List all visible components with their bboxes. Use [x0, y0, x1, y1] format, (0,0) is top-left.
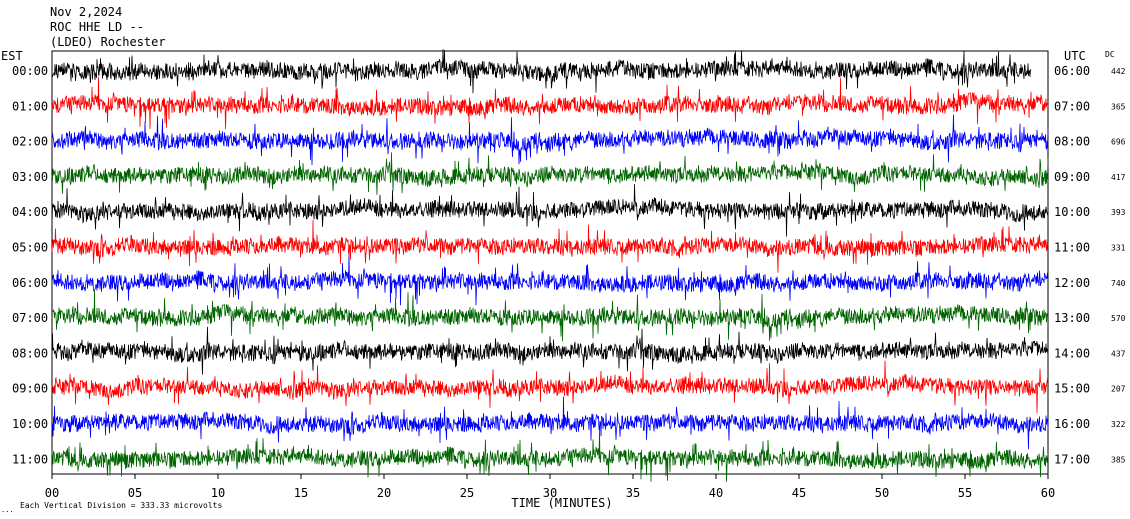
x-tick-label: 25 — [460, 486, 474, 500]
left-hour-label: 08:00 — [12, 346, 48, 360]
trace-row-6 — [51, 252, 1049, 306]
right-hour-label: 12:00 — [1054, 276, 1090, 290]
left-hour-label: 10:00 — [12, 417, 48, 431]
dc-offset-label: 696 — [1111, 138, 1126, 147]
left-hour-label: 01:00 — [12, 99, 48, 113]
right-hour-label: 16:00 — [1054, 417, 1090, 431]
dc-offset-label: 322 — [1111, 420, 1126, 429]
x-tick-label: 35 — [626, 486, 640, 500]
trace-row-2 — [51, 114, 1049, 166]
trace-row-9 — [51, 360, 1049, 414]
x-axis-title: TIME (MINUTES) — [511, 496, 612, 510]
left-hour-labels: 00:00 01:00 02:00 03:00 04:00 05:00 06:00 07:00… — [12, 64, 48, 466]
header-channel: ROC HHE LD -- — [50, 20, 144, 34]
left-hour-label: 02:00 — [12, 135, 48, 149]
trace-row-10 — [51, 396, 1049, 450]
right-hour-label: 15:00 — [1054, 382, 1090, 396]
left-hour-label: 11:00 — [12, 452, 48, 466]
trace-row-5 — [51, 220, 1049, 273]
x-tick-label: 20 — [377, 486, 391, 500]
x-tick-label: 30 — [543, 486, 557, 500]
footer-corner-mark: ... — [1, 506, 14, 514]
trace-row-3 — [51, 152, 1049, 195]
trace-row-8 — [51, 326, 1049, 375]
left-hour-label: 00:00 — [12, 64, 48, 78]
dc-offset-label: 740 — [1111, 279, 1126, 288]
right-hour-label: 13:00 — [1054, 311, 1090, 325]
dc-offset-label: 207 — [1111, 385, 1126, 394]
right-hour-labels: 06:00 07:00 08:00 09:00 10:00 11:00 12:00 13:00… — [1054, 64, 1090, 466]
right-hour-label: 07:00 — [1054, 99, 1090, 113]
left-hour-label: 05:00 — [12, 241, 48, 255]
trace-row-4 — [51, 184, 1049, 237]
trace-row-1 — [51, 76, 1049, 130]
dc-offset-label: 393 — [1111, 208, 1126, 217]
left-hour-label: 07:00 — [12, 311, 48, 325]
x-tick-label: 45 — [792, 486, 806, 500]
dc-offset-label: 365 — [1111, 102, 1126, 111]
dc-offset-label: 417 — [1111, 173, 1126, 182]
trace-row-11 — [51, 429, 1049, 482]
left-timezone-label: EST — [1, 49, 23, 63]
plot-frame — [51, 50, 1049, 475]
x-axis-ticks: 00 05 10 15 20 25 30 35 40 45 50 55 60 — [45, 474, 1055, 500]
left-hour-label: 09:00 — [12, 382, 48, 396]
footer-scale-note: Each Vertical Division = 333.33 microvol… — [20, 501, 222, 510]
x-tick-label: 55 — [958, 486, 972, 500]
dc-offset-labels: 442 365 696 417 393 331 740 570 437 207 322 385 — [1111, 67, 1126, 464]
dc-offset-label: 437 — [1111, 349, 1126, 358]
dc-offset-label: 570 — [1111, 314, 1126, 323]
dc-offset-label: 331 — [1111, 244, 1126, 253]
left-hour-label: 03:00 — [12, 170, 48, 184]
right-hour-label: 06:00 — [1054, 64, 1090, 78]
right-hour-label: 17:00 — [1054, 452, 1090, 466]
right-hour-label: 08:00 — [1054, 135, 1090, 149]
header-date: Nov 2,2024 — [50, 5, 122, 19]
x-tick-label: 40 — [709, 486, 723, 500]
x-tick-label: 15 — [294, 486, 308, 500]
trace-row-0 — [51, 49, 1032, 94]
left-hour-label: 06:00 — [12, 276, 48, 290]
right-hour-label: 11:00 — [1054, 241, 1090, 255]
trace-row-7 — [51, 290, 1049, 342]
dc-offset-label: 442 — [1111, 67, 1126, 76]
dc-offset-label: 385 — [1111, 455, 1126, 464]
seismic-traces — [51, 49, 1049, 482]
right-hour-label: 09:00 — [1054, 170, 1090, 184]
x-tick-label: 05 — [128, 486, 142, 500]
left-hour-label: 04:00 — [12, 205, 48, 219]
x-tick-label: 50 — [875, 486, 889, 500]
right-timezone-label: UTC — [1064, 49, 1086, 63]
right-hour-label: 10:00 — [1054, 205, 1090, 219]
x-tick-label: 00 — [45, 486, 59, 500]
x-tick-label: 60 — [1041, 486, 1055, 500]
header-station: (LDEO) Rochester — [50, 35, 166, 49]
dc-header-label: DC — [1105, 50, 1115, 59]
x-tick-label: 10 — [211, 486, 225, 500]
right-hour-label: 14:00 — [1054, 346, 1090, 360]
